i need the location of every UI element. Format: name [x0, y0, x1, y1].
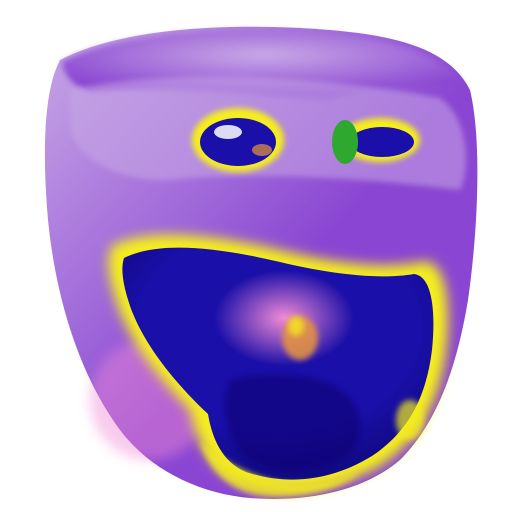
cavity-glow-highlight — [288, 316, 304, 336]
left-eye — [200, 118, 276, 166]
bottom-right-yellow — [396, 400, 424, 440]
cavity-glow-pink — [214, 270, 354, 366]
cavity-dark-lower — [225, 374, 361, 472]
right-green-spot — [332, 120, 358, 164]
right-eye — [350, 127, 414, 157]
left-eye-orange — [252, 144, 272, 156]
left-eye-shine — [214, 125, 242, 139]
bottom-yellow-streak — [200, 440, 360, 497]
